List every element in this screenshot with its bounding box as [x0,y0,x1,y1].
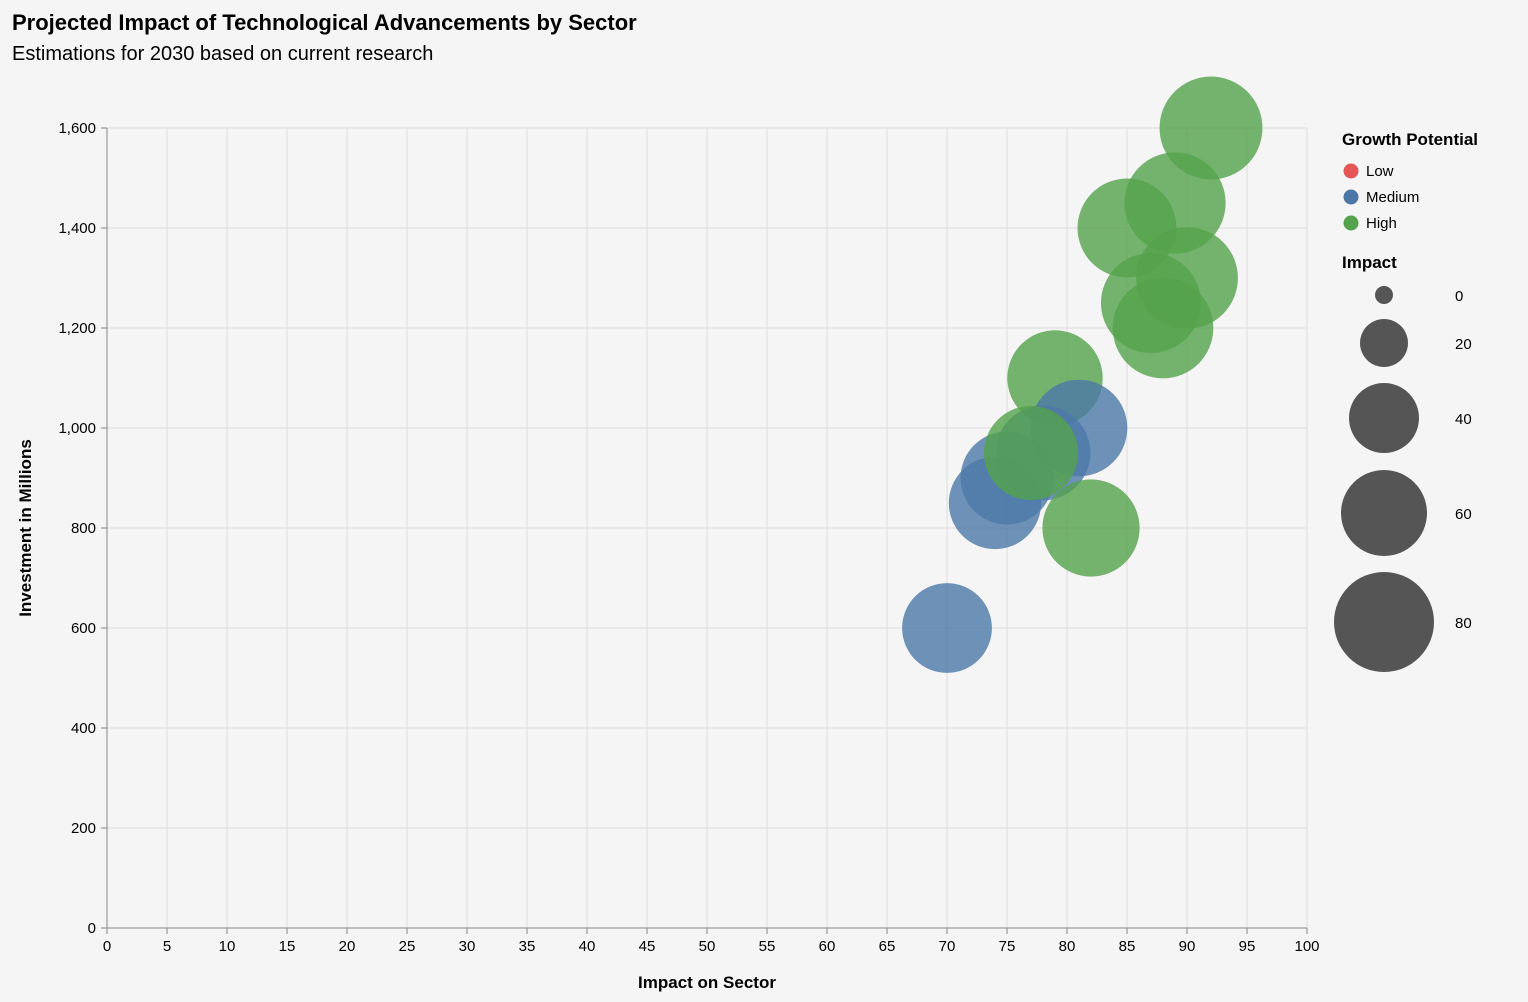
size-legend-bubble [1341,470,1427,556]
x-tick-label: 15 [279,938,296,955]
x-tick-label: 80 [1059,938,1076,955]
y-tick-label: 1,600 [58,120,96,137]
x-tick-label: 20 [339,938,356,955]
y-tick-label: 200 [71,820,96,837]
data-points [902,76,1263,673]
x-tick-label: 30 [459,938,476,955]
x-tick-label: 65 [879,938,896,955]
x-tick-label: 70 [939,938,956,955]
size-legend-bubble [1349,383,1419,453]
bubble-medium [902,583,992,673]
legend-swatch-low [1343,163,1359,179]
size-legend-label: 20 [1455,336,1472,353]
legend-label-high: High [1366,215,1397,232]
y-tick-label: 1,200 [58,320,96,337]
x-tick-label: 45 [639,938,656,955]
x-tick-label: 0 [103,938,111,955]
y-tick-label: 1,000 [58,420,96,437]
size-legend-label: 80 [1455,615,1472,632]
x-tick-label: 100 [1294,938,1319,955]
y-tick-label: 600 [71,620,96,637]
size-legend-label: 0 [1455,288,1463,305]
size-legend-bubble [1360,319,1408,367]
chart-title: Projected Impact of Technological Advanc… [12,10,637,35]
y-tick-label: 800 [71,520,96,537]
size-legend-label: 60 [1455,506,1472,523]
color-legend: Growth Potential Low Medium High [1342,130,1478,232]
y-tick-label: 0 [88,920,96,937]
x-tick-label: 90 [1179,938,1196,955]
x-tick-label: 5 [163,938,171,955]
y-tick-label: 1,400 [58,220,96,237]
x-tick-label: 95 [1239,938,1256,955]
legend-swatch-medium [1343,189,1359,205]
chart-subtitle: Estimations for 2030 based on current re… [12,43,433,65]
legend-swatch-high [1343,215,1359,231]
x-tick-label: 35 [519,938,536,955]
axes: 0 5 10 15 20 25 30 35 40 45 50 55 60 65 70 75 80 85 90 95 10… [58,120,1319,955]
x-tick-label: 60 [819,938,836,955]
x-tick-label: 75 [999,938,1016,955]
y-axis-title: Investment in Millions [16,439,35,617]
size-legend: Impact 0 20 40 60 80 [1334,253,1472,672]
x-tick-label: 10 [219,938,236,955]
x-tick-label: 55 [759,938,776,955]
x-tick-label: 85 [1119,938,1136,955]
y-tick-label: 400 [71,720,96,737]
bubble-high [1042,479,1140,577]
x-tick-label: 50 [699,938,716,955]
legend-label-low: Low [1366,163,1394,180]
size-legend-bubble [1375,286,1393,304]
x-tick-label: 40 [579,938,596,955]
size-legend-title: Impact [1342,253,1397,272]
legend-label-medium: Medium [1366,189,1419,206]
bubble-high [983,405,1079,501]
size-legend-label: 40 [1455,411,1472,428]
x-axis-title: Impact on Sector [638,973,776,992]
bubble-high [1112,277,1214,379]
color-legend-title: Growth Potential [1342,130,1478,149]
size-legend-bubble [1334,572,1434,672]
x-tick-label: 25 [399,938,416,955]
